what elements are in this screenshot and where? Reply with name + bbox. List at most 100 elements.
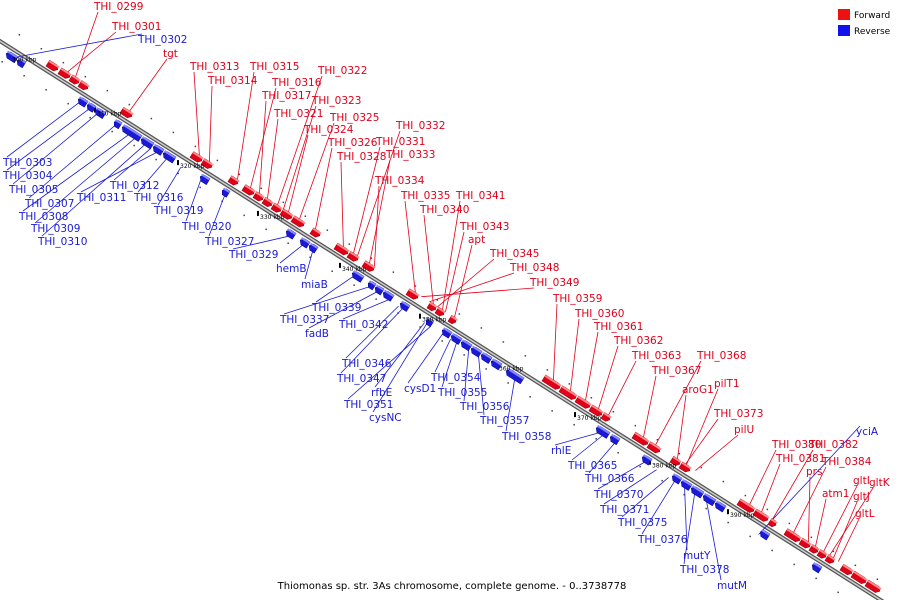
reverse-gene-label: THI_0347 [336,373,386,385]
track-dot [480,327,483,329]
reverse-gene-label: THI_0371 [599,504,649,516]
leader-line [585,331,599,401]
forward-gene-33 [767,518,778,528]
forward-gene-label: gltL [855,508,875,520]
forward-gene-26 [600,412,612,422]
track-dot [40,48,43,50]
track-dot [287,242,289,244]
track-dot [832,550,835,553]
forward-gene-22 [541,374,562,390]
scale-tick [177,160,179,166]
forward-gene-label: pilT1 [714,378,740,390]
reverse-gene-label: THI_0339 [311,302,361,314]
leader-line [129,58,168,112]
leader-line [608,360,637,416]
forward-gene-40 [850,570,868,584]
leader-line [761,463,781,513]
leader-line [554,432,599,446]
track-dot [419,326,421,328]
leader-line [8,33,143,59]
reverse-gene-27 [505,367,525,385]
forward-gene-label: THI_0348 [509,262,559,274]
reverse-gene-30 [641,454,653,466]
leader-line [185,180,201,222]
track-dot [524,355,527,357]
legend-reverse-label: Reverse [854,27,891,37]
track-dot [370,257,373,259]
scale-label: 380 kbp [652,463,677,470]
track-dot [18,34,21,36]
leader-line [686,388,719,466]
reverse-gene-35 [714,500,727,513]
leader-line [369,159,391,264]
track-dot [458,313,461,315]
forward-gene-30 [678,461,692,473]
forward-gene-label: THI_0367 [651,365,701,377]
scale-label: 350 kbp [422,317,447,324]
reverse-gene-32 [680,478,693,491]
forward-gene-label: THI_0301 [111,21,161,33]
forward-gene-5 [189,151,204,163]
reverse-gene-label: cysNC [369,412,402,424]
reverse-gene-label: THI_0366 [584,473,635,485]
track-dot [639,465,641,468]
track-dot [67,102,69,105]
leader-line [209,85,213,163]
forward-gene-8 [241,184,256,196]
forward-gene-label: THI_0359 [552,293,602,305]
forward-gene-label: THI_0299 [93,1,143,13]
reverse-gene-8 [152,143,165,156]
forward-gene-14 [309,227,322,238]
forward-gene-12 [279,208,294,220]
scale-tick [257,210,259,216]
reverse-gene-label: miaB [301,279,328,291]
forward-gene-label: THI_0340 [419,204,469,216]
forward-gene-label: THI_0382 [808,439,858,451]
reverse-gene-label: THI_0356 [459,401,510,413]
forward-gene-9 [252,191,265,202]
leader-line [695,434,739,471]
leader-line [208,195,225,237]
forward-gene-11 [270,202,283,213]
leader-line [6,108,89,171]
leader-line [404,200,416,293]
reverse-gene-11 [221,187,231,198]
scale-labels: 300 kbp 310 kbp 320 kbp 330 kbp 340 kbp 350 k… [12,57,755,520]
leader-line [598,345,619,410]
leader-line [454,244,473,318]
reverse-gene-label: THI_0365 [567,460,617,472]
leader-line [315,276,353,303]
reverse-gene-label: rfbE [371,387,392,399]
forward-gene-28 [646,441,662,454]
scale-tick [419,313,421,319]
track-dot [375,298,377,300]
reverse-gene-10 [199,173,211,185]
forward-gene-10 [261,196,274,207]
track-dot [617,452,619,454]
leader-line [643,375,657,438]
forward-gene-label: THI_0362 [613,335,663,347]
scale-label: 390 kbp [730,512,755,519]
track-dot [744,494,747,497]
reverse-gene-label: THI_0309 [30,223,80,235]
gene-labels: THI_0299THI_0301tgtTHI_0313THI_0314THI_0… [2,1,891,592]
leader-line [67,31,117,73]
track-dot [243,214,245,217]
leader-line [304,251,313,280]
leader-line [347,325,431,400]
forward-gene-label: atm1 [822,488,849,500]
reverse-gene-label: THI_0303 [2,157,52,169]
forward-gene-label: THI_0315 [249,61,299,73]
reverse-gene-12 [285,228,297,240]
track-dot [573,424,575,426]
leader-line [113,148,151,181]
forward-gene-37 [816,549,828,559]
forward-gene-20 [434,306,446,317]
forward-gene-35 [798,537,812,549]
track-dot [177,172,179,175]
scale-label: 370 kbp [577,415,602,422]
scale-label: 340 kbp [342,266,367,273]
forward-gene-label: pilU [734,424,754,436]
leader-line [237,71,255,181]
track-dot [727,521,729,524]
